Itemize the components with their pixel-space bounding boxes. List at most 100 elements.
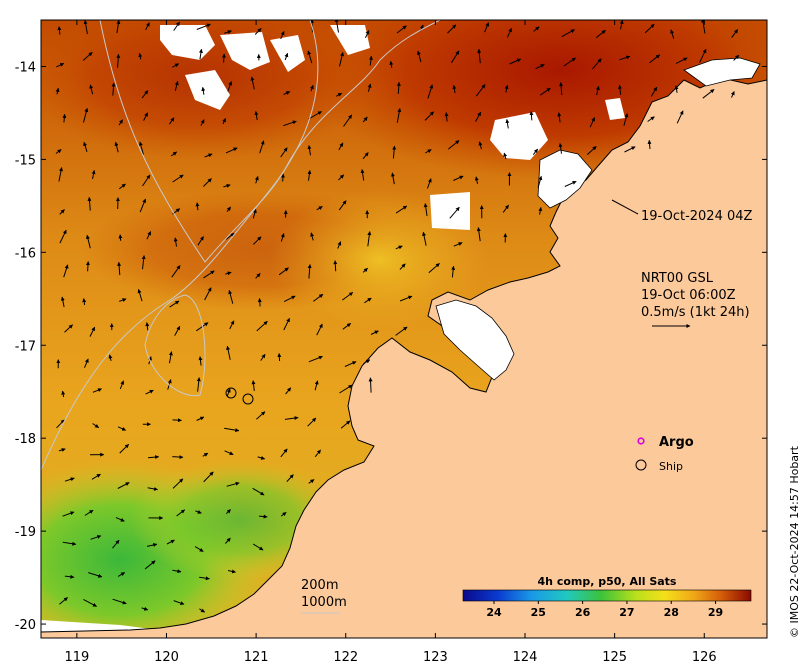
current-vector	[173, 21, 181, 31]
current-vector	[91, 473, 101, 480]
current-vector	[586, 146, 597, 155]
current-vector	[118, 183, 126, 190]
current-vector	[119, 380, 125, 390]
current-vector	[537, 175, 543, 188]
current-vector	[56, 62, 65, 68]
current-vector	[257, 298, 262, 307]
current-vector	[172, 569, 182, 574]
current-vector	[203, 270, 215, 279]
longitude-axis: 119 120 121 122 123 124 125 126	[64, 20, 717, 665]
current-vector	[226, 388, 231, 397]
current-time-label: 19-Oct 06:00Z	[641, 288, 736, 303]
current-vector	[535, 63, 545, 70]
current-vector	[225, 147, 238, 154]
current-vector	[196, 23, 211, 30]
current-vector	[649, 54, 661, 64]
current-vector	[619, 55, 631, 61]
current-vector	[474, 176, 479, 184]
colorbar-tick-label: 28	[664, 606, 679, 619]
current-vector	[563, 57, 576, 67]
current-vector	[676, 110, 684, 124]
current-vector	[168, 117, 175, 125]
current-vector	[344, 361, 357, 367]
current-vector	[172, 455, 184, 460]
product-time-label: 19-Oct-2024 04Z	[641, 209, 753, 224]
current-vector	[145, 322, 150, 331]
current-vector	[112, 539, 120, 549]
current-vector	[258, 514, 268, 519]
coastal-islands	[537, 149, 593, 209]
current-vector	[198, 356, 203, 366]
current-vector	[277, 353, 282, 362]
current-vector	[252, 487, 265, 496]
current-vector	[108, 354, 113, 362]
current-vector	[476, 227, 481, 242]
current-vector	[368, 55, 373, 66]
current-vector	[475, 84, 486, 97]
current-vector	[198, 48, 203, 60]
argo-legend-symbol	[637, 437, 645, 445]
current-vector	[62, 541, 77, 546]
lon-tick-label: 122	[333, 650, 358, 665]
lon-tick-label: 126	[692, 650, 717, 665]
current-vector	[257, 455, 266, 460]
current-vector	[617, 84, 622, 95]
current-vector	[340, 420, 351, 429]
current-vector	[250, 76, 255, 90]
current-vector	[141, 90, 149, 99]
current-vector	[260, 353, 266, 361]
current-vector	[426, 178, 432, 189]
current-vector	[561, 29, 575, 38]
current-vector	[254, 28, 262, 35]
current-vector	[112, 598, 127, 605]
current-vector	[647, 139, 652, 150]
current-vector	[699, 48, 707, 63]
current-vector	[172, 63, 180, 68]
colorbar-tick-label: 26	[575, 606, 591, 619]
current-vector	[223, 183, 231, 188]
current-vector	[176, 509, 186, 517]
current-vector	[533, 26, 540, 32]
product-time-pointer	[611, 199, 639, 215]
current-vector	[362, 152, 369, 160]
current-vector	[173, 600, 185, 605]
current-vector	[338, 174, 345, 181]
current-vector	[307, 417, 317, 427]
current-vector	[338, 142, 344, 151]
current-vector	[224, 450, 234, 456]
lon-tick-label: 124	[513, 650, 538, 665]
current-vector	[224, 427, 240, 433]
current-vector	[83, 20, 88, 35]
current-vector	[174, 325, 181, 336]
current-vector	[204, 153, 213, 158]
lat-tick-label: -17	[15, 339, 36, 354]
current-vector	[91, 170, 96, 180]
current-vector	[423, 203, 428, 216]
current-vector	[364, 297, 372, 304]
isobath-200-label: 200m	[301, 578, 338, 593]
current-vector	[172, 478, 184, 489]
current-vector	[255, 273, 261, 279]
current-vector	[308, 479, 315, 484]
current-vector	[225, 232, 235, 240]
current-vector	[313, 293, 324, 302]
current-vector	[85, 261, 90, 272]
ship-markers	[225, 387, 254, 405]
current-vector	[83, 107, 89, 123]
current-vector	[204, 287, 212, 301]
current-vector	[427, 84, 434, 99]
current-vector	[336, 92, 343, 97]
ship-marker[interactable]	[225, 387, 237, 399]
current-vector	[453, 175, 464, 181]
current-vector	[392, 145, 397, 159]
colorbar-tick-label: 29	[708, 606, 723, 619]
current-vector-field	[55, 20, 740, 613]
current-vector	[117, 261, 122, 276]
ship-marker[interactable]	[242, 393, 254, 405]
current-vector	[224, 30, 232, 34]
lon-tick-label: 123	[423, 650, 448, 665]
current-vector	[173, 237, 178, 247]
current-scale-label: 0.5m/s (1kt 24h)	[641, 305, 750, 320]
current-vector	[280, 448, 288, 458]
current-vector	[286, 474, 294, 482]
